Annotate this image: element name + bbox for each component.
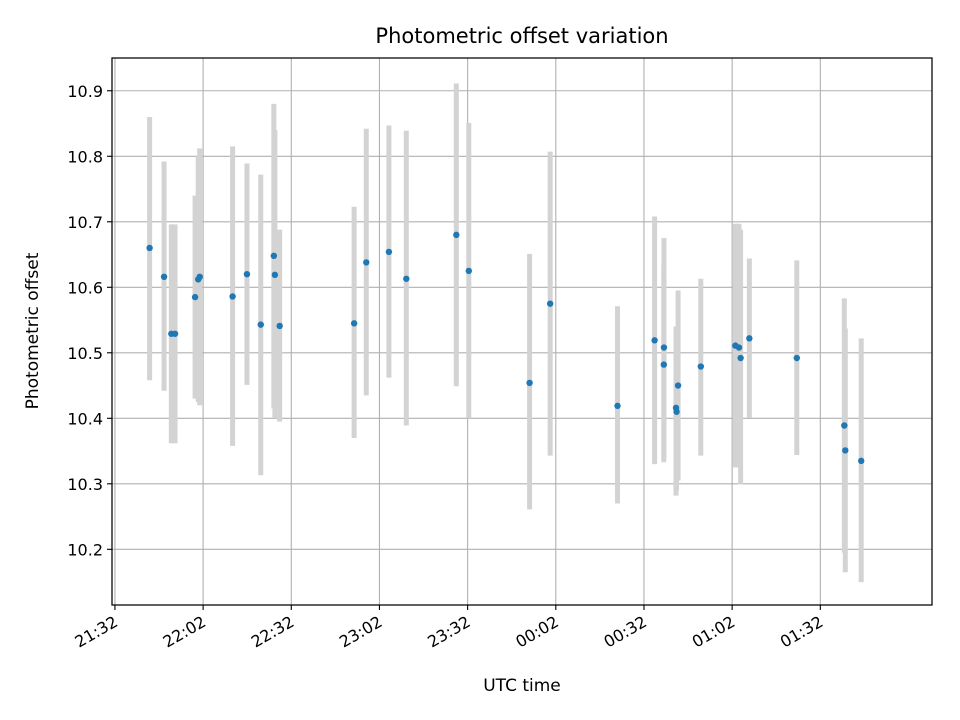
data-point bbox=[243, 270, 251, 278]
data-point bbox=[363, 259, 370, 266]
data-points bbox=[146, 231, 865, 465]
data-point bbox=[171, 330, 179, 337]
data-point bbox=[196, 273, 203, 280]
y-tick-label: 10.2 bbox=[67, 540, 103, 559]
y-tick-label: 10.3 bbox=[67, 475, 103, 494]
plot-frame bbox=[111, 57, 933, 606]
data-point bbox=[270, 252, 278, 260]
data-point bbox=[735, 344, 743, 351]
data-point bbox=[191, 293, 199, 301]
axis-ticks bbox=[107, 90, 821, 610]
data-point bbox=[229, 293, 236, 300]
y-tick-label: 10.7 bbox=[67, 213, 103, 232]
data-point bbox=[276, 322, 283, 330]
data-point bbox=[674, 382, 682, 389]
data-point bbox=[858, 457, 865, 465]
data-point bbox=[350, 320, 358, 327]
data-point bbox=[660, 361, 668, 368]
data-point bbox=[146, 244, 153, 252]
y-tick-label: 10.9 bbox=[67, 82, 103, 101]
data-point bbox=[697, 363, 704, 370]
data-point bbox=[842, 447, 849, 454]
data-point bbox=[160, 273, 168, 280]
y-tick-label: 10.6 bbox=[67, 278, 103, 297]
data-point bbox=[546, 300, 554, 307]
y-tick-label: 10.8 bbox=[67, 147, 103, 166]
data-point bbox=[651, 337, 658, 344]
y-axis-label: Photometric offset bbox=[23, 252, 43, 409]
data-point bbox=[403, 275, 410, 282]
data-point bbox=[737, 354, 744, 362]
x-axis-label: UTC time bbox=[483, 676, 561, 696]
data-point bbox=[841, 422, 848, 429]
data-point bbox=[746, 335, 753, 342]
data-point bbox=[793, 354, 801, 362]
data-point bbox=[465, 267, 473, 275]
data-point bbox=[271, 271, 279, 279]
data-point bbox=[526, 379, 533, 387]
data-point bbox=[614, 402, 621, 410]
y-tick-label: 10.4 bbox=[67, 409, 103, 428]
chart-title: Photometric offset variation bbox=[375, 24, 668, 48]
data-point bbox=[257, 321, 264, 328]
data-point bbox=[660, 344, 668, 351]
data-point bbox=[673, 408, 680, 415]
data-point bbox=[453, 231, 460, 239]
data-point bbox=[385, 248, 393, 256]
y-tick-label: 10.5 bbox=[67, 344, 103, 363]
y-tick-labels: 10.2 10.3 10.4 10.5 10.6 10.7 10.8 10.9 bbox=[67, 82, 103, 560]
